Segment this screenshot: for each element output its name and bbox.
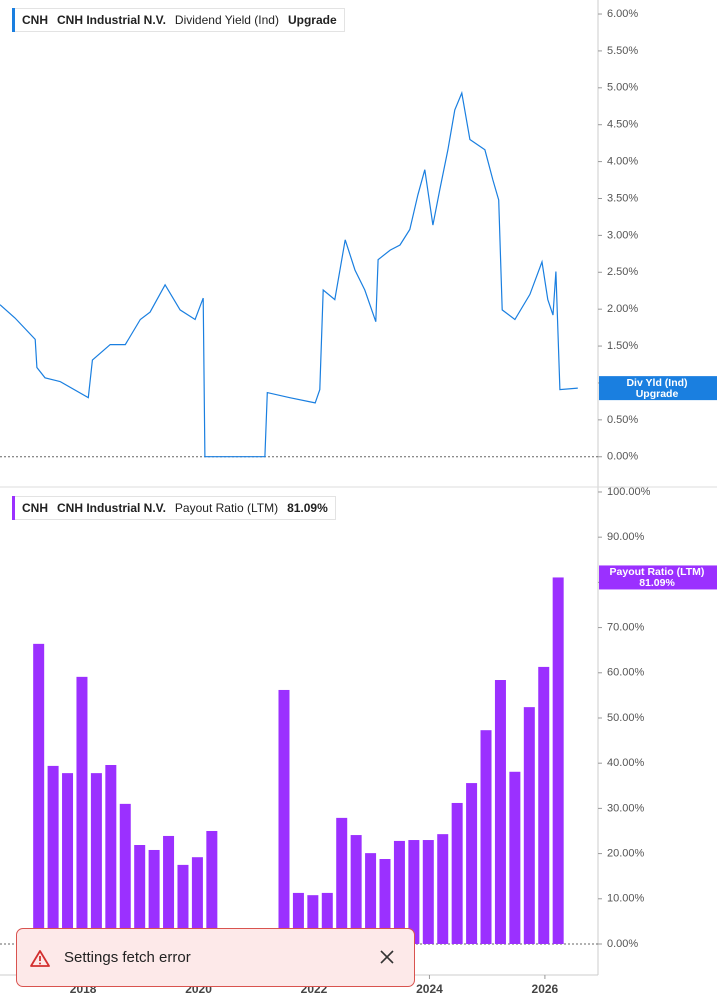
legend-value: Upgrade	[287, 13, 337, 27]
y-tick-label: 5.50%	[607, 45, 638, 57]
bar	[191, 857, 203, 944]
legend-metric: Dividend Yield (Ind)	[174, 13, 279, 27]
bar	[466, 783, 478, 944]
y-tick-label: 4.50%	[607, 119, 638, 131]
legend-symbol: CNH	[22, 13, 48, 27]
badge-bg	[599, 376, 717, 401]
bar	[148, 849, 160, 944]
x-tick-label: 2026	[532, 982, 559, 996]
bar	[62, 773, 74, 944]
y-tick-label: 60.00%	[607, 667, 645, 679]
bar	[105, 764, 117, 944]
bar	[134, 845, 146, 944]
bar	[393, 840, 405, 944]
bar	[451, 802, 463, 944]
legend-metric: Payout Ratio (LTM)	[174, 501, 279, 515]
x-tick-label: 2024	[416, 982, 443, 996]
bar	[552, 577, 564, 944]
bar	[494, 680, 506, 944]
bar	[365, 853, 377, 944]
close-button[interactable]	[378, 948, 396, 966]
bar	[379, 859, 391, 944]
badge-label: Div Yld (Ind)	[626, 377, 687, 389]
bar	[292, 892, 304, 944]
badge-label: Payout Ratio (LTM)	[610, 566, 705, 578]
y-tick-label: 2.50%	[607, 266, 638, 278]
bar	[47, 765, 59, 944]
badge-bg	[599, 565, 717, 590]
y-tick-label: 10.00%	[607, 893, 645, 905]
y-tick-label: 3.50%	[607, 192, 638, 204]
y-tick-label: 0.00%	[607, 938, 638, 950]
line	[0, 90, 578, 458]
bar	[321, 892, 333, 944]
legend: CNH CNH Industrial N.V. Dividend Yield (…	[12, 8, 345, 32]
y-tick-label: 0.00%	[607, 451, 638, 463]
bar	[480, 730, 492, 944]
toast-message: Settings fetch error	[64, 949, 191, 966]
y-tick-label: 50.00%	[607, 712, 645, 724]
bar	[437, 834, 449, 944]
y-tick-label: 20.00%	[607, 847, 645, 859]
legend-company: CNH Industrial N.V.	[57, 13, 166, 27]
price-badge: Div Yld (Ind)Upgrade	[599, 376, 717, 401]
badge-value: Upgrade	[636, 388, 679, 400]
y-tick-label: 70.00%	[607, 621, 645, 633]
bar	[538, 666, 550, 944]
legend-company: CNH Industrial N.V.	[57, 501, 166, 515]
legend-swatch	[12, 8, 15, 32]
bar	[422, 840, 434, 944]
y-tick-label: 40.00%	[607, 757, 645, 769]
bar	[336, 817, 348, 944]
price-badge: Payout Ratio (LTM)81.09%	[599, 565, 717, 590]
y-tick-label: 1.50%	[607, 340, 638, 352]
bar	[163, 835, 175, 944]
badge-value: 81.09%	[639, 577, 675, 589]
bar	[76, 676, 88, 944]
y-tick-label: 4.00%	[607, 156, 638, 168]
y-tick-label: 6.00%	[607, 8, 638, 20]
toast: Settings fetch error	[16, 928, 415, 987]
y-tick-label: 90.00%	[607, 531, 645, 543]
legend-swatch	[12, 496, 15, 520]
bar	[90, 773, 102, 944]
bar	[307, 895, 319, 944]
legend-value: 81.09%	[287, 501, 328, 515]
bar	[177, 864, 189, 944]
y-tick-label: 5.00%	[607, 82, 638, 94]
warning-icon	[30, 949, 50, 967]
legend: CNH CNH Industrial N.V. Payout Ratio (LT…	[12, 496, 336, 520]
bar	[350, 835, 362, 944]
bar	[119, 803, 131, 944]
bar	[408, 840, 420, 944]
y-tick-label: 0.50%	[607, 414, 638, 426]
y-tick-label: 2.00%	[607, 303, 638, 315]
legend-symbol: CNH	[22, 501, 48, 515]
bar	[278, 689, 290, 944]
y-tick-label: 100.00%	[607, 486, 651, 498]
y-tick-label: 3.00%	[607, 229, 638, 241]
bar	[523, 707, 535, 944]
bar	[509, 771, 521, 944]
bar	[206, 830, 218, 944]
bar	[33, 643, 45, 944]
y-tick-label: 30.00%	[607, 802, 645, 814]
